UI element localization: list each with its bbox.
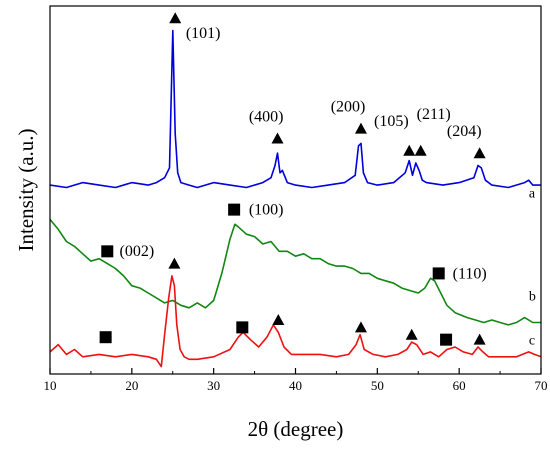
peak-label: (400) xyxy=(249,108,284,125)
peak-label: (204) xyxy=(447,123,482,140)
peak-markers xyxy=(99,12,486,346)
anatase-triangle-marker xyxy=(168,257,181,269)
anatase-triangle-marker xyxy=(354,122,367,134)
anatase-triangle-marker xyxy=(272,314,285,326)
x-tick-label: 20 xyxy=(125,378,138,393)
series-tag-c: c xyxy=(529,334,535,349)
x-tick-label: 70 xyxy=(535,378,548,393)
y-axis-title: Intensity (a.u.) xyxy=(14,128,38,251)
x-tick-label: 50 xyxy=(371,378,384,393)
x-tick-label: 60 xyxy=(453,378,466,393)
graphite-square-marker xyxy=(228,203,241,216)
series-line-b xyxy=(49,218,541,326)
peak-label: (110) xyxy=(453,265,487,282)
anatase-triangle-marker xyxy=(414,144,427,156)
peak-labels: (101) (400) (200) (105) (211)(204) (002) (100)… xyxy=(120,25,487,282)
graphite-square-marker xyxy=(101,245,114,258)
series-tag-a: a xyxy=(529,186,536,201)
series-tags: a b c xyxy=(529,186,536,348)
graphite-square-marker xyxy=(236,321,249,334)
series-line-c xyxy=(49,275,542,368)
x-tick-label: 10 xyxy=(44,378,57,393)
x-tick-label: 40 xyxy=(289,378,302,393)
x-axis-title: 2θ (degree) xyxy=(248,417,344,441)
series-tag-b: b xyxy=(529,289,536,304)
anatase-triangle-marker xyxy=(169,12,182,24)
peak-label: (200) xyxy=(331,98,366,115)
peak-label: (101) xyxy=(186,25,221,42)
x-tick-label: 30 xyxy=(207,378,220,393)
series-lines xyxy=(49,29,542,368)
peak-label: (100) xyxy=(249,202,284,219)
anatase-triangle-marker xyxy=(473,333,486,345)
peak-label: (211) xyxy=(417,106,451,123)
peak-label: (105) xyxy=(374,113,409,130)
graphite-square-marker xyxy=(432,267,445,280)
anatase-triangle-marker xyxy=(354,321,367,333)
anatase-triangle-marker xyxy=(403,144,416,156)
graphite-square-marker xyxy=(440,333,453,346)
anatase-triangle-marker xyxy=(473,147,486,159)
x-axis-ticks: 10 20 30 40 50 60 70 xyxy=(44,368,548,393)
graphite-square-marker xyxy=(99,331,112,344)
plot-frame xyxy=(49,5,542,375)
anatase-triangle-marker xyxy=(405,328,418,340)
peak-label: (002) xyxy=(120,243,155,260)
series-line-a xyxy=(49,29,541,189)
anatase-triangle-marker xyxy=(271,132,284,144)
